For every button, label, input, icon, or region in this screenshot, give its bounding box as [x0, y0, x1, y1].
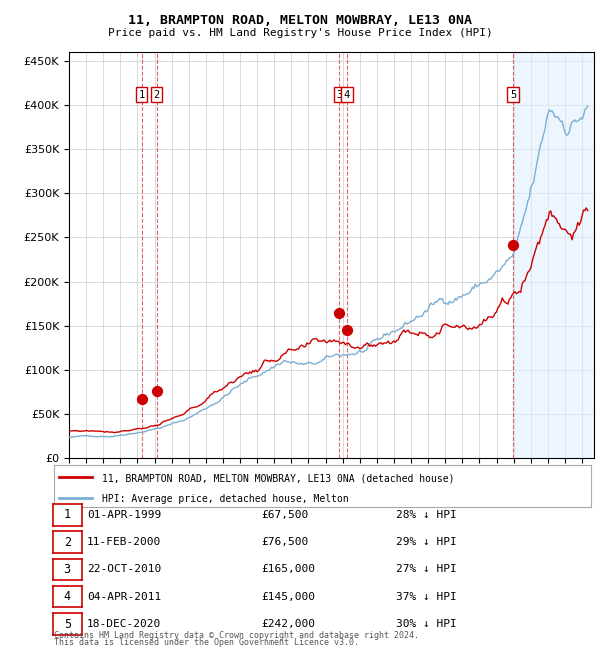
Text: £145,000: £145,000 [261, 592, 315, 602]
Text: 3: 3 [336, 90, 343, 99]
Text: 28% ↓ HPI: 28% ↓ HPI [396, 510, 457, 520]
Text: 4: 4 [344, 90, 350, 99]
Text: 3: 3 [64, 563, 71, 576]
Text: 30% ↓ HPI: 30% ↓ HPI [396, 619, 457, 629]
Text: Price paid vs. HM Land Registry's House Price Index (HPI): Price paid vs. HM Land Registry's House … [107, 27, 493, 38]
Bar [513, 52, 594, 458]
Text: 5: 5 [510, 90, 516, 99]
Text: 5: 5 [64, 618, 71, 630]
Text: 4: 4 [64, 590, 71, 603]
Text: 18-DEC-2020: 18-DEC-2020 [87, 619, 161, 629]
Text: 1: 1 [64, 508, 71, 521]
Text: 2: 2 [154, 90, 160, 99]
Text: 29% ↓ HPI: 29% ↓ HPI [396, 537, 457, 547]
Text: £242,000: £242,000 [261, 619, 315, 629]
Point [508, 239, 518, 250]
Text: Contains HM Land Registry data © Crown copyright and database right 2024.: Contains HM Land Registry data © Crown c… [54, 630, 419, 640]
Text: 04-APR-2011: 04-APR-2011 [87, 592, 161, 602]
Text: 27% ↓ HPI: 27% ↓ HPI [396, 564, 457, 575]
Point [137, 393, 146, 404]
Text: £76,500: £76,500 [261, 537, 308, 547]
Text: 11-FEB-2000: 11-FEB-2000 [87, 537, 161, 547]
Text: HPI: Average price, detached house, Melton: HPI: Average price, detached house, Melt… [103, 495, 349, 504]
Text: 2: 2 [64, 536, 71, 549]
Text: 11, BRAMPTON ROAD, MELTON MOWBRAY, LE13 0NA (detached house): 11, BRAMPTON ROAD, MELTON MOWBRAY, LE13 … [103, 473, 455, 483]
Text: 01-APR-1999: 01-APR-1999 [87, 510, 161, 520]
Point [342, 325, 352, 335]
Text: 37% ↓ HPI: 37% ↓ HPI [396, 592, 457, 602]
Text: 22-OCT-2010: 22-OCT-2010 [87, 564, 161, 575]
Point [152, 385, 161, 396]
Text: £67,500: £67,500 [261, 510, 308, 520]
Point [335, 307, 344, 318]
Text: This data is licensed under the Open Government Licence v3.0.: This data is licensed under the Open Gov… [54, 638, 359, 647]
Text: 11, BRAMPTON ROAD, MELTON MOWBRAY, LE13 0NA: 11, BRAMPTON ROAD, MELTON MOWBRAY, LE13 … [128, 14, 472, 27]
Text: £165,000: £165,000 [261, 564, 315, 575]
Text: 1: 1 [139, 90, 145, 99]
